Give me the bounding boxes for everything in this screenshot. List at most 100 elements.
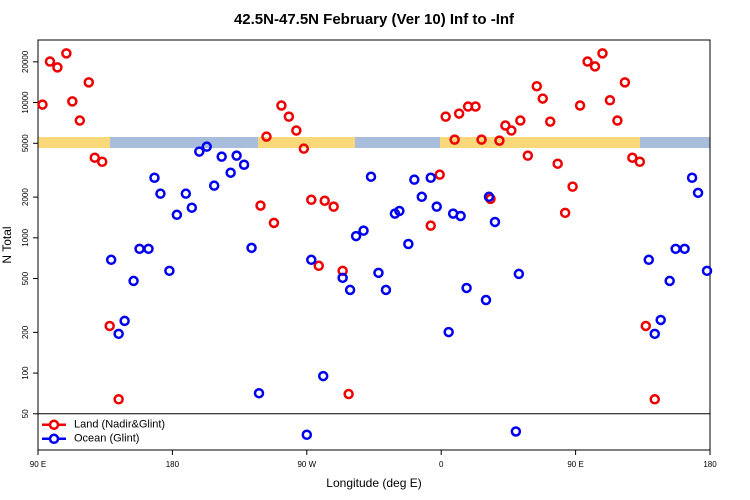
point — [380, 284, 392, 296]
point — [510, 426, 522, 437]
legend-marker — [48, 419, 60, 431]
point — [164, 265, 175, 277]
point — [180, 188, 192, 199]
plot-frame — [37, 39, 711, 451]
y-tick-label: 100 — [21, 366, 30, 380]
point — [291, 125, 302, 136]
point — [416, 191, 428, 203]
point — [119, 315, 130, 327]
point — [306, 254, 317, 266]
land-band — [440, 137, 640, 148]
y-tick-label: 500 — [21, 271, 30, 285]
point — [500, 120, 511, 131]
point — [531, 80, 543, 92]
point — [515, 115, 526, 126]
point — [246, 242, 257, 254]
point — [461, 282, 472, 294]
point — [231, 150, 242, 161]
point — [337, 272, 348, 284]
point — [343, 388, 354, 400]
point — [649, 328, 660, 340]
point — [350, 230, 362, 242]
point — [664, 275, 675, 287]
x-tick-label: 90 W — [297, 460, 316, 469]
x-tick-label: 90 E — [567, 460, 583, 469]
point — [373, 267, 384, 279]
point — [83, 77, 95, 88]
point — [567, 181, 578, 192]
point — [434, 169, 445, 180]
point — [44, 56, 56, 67]
point — [476, 134, 487, 145]
point — [537, 93, 548, 104]
point — [74, 115, 86, 126]
point — [494, 135, 505, 146]
y-tick-label: 1000 — [21, 228, 30, 246]
point — [365, 171, 377, 182]
point — [276, 100, 287, 111]
point — [643, 254, 655, 266]
point — [186, 202, 198, 213]
point — [319, 195, 330, 206]
point — [619, 77, 631, 88]
point — [612, 115, 623, 126]
point — [597, 48, 608, 59]
point — [489, 216, 501, 228]
point — [113, 328, 124, 340]
point — [298, 143, 310, 154]
point — [440, 111, 451, 122]
point — [403, 238, 414, 250]
point — [634, 156, 646, 168]
point — [443, 326, 454, 338]
land-band — [258, 137, 355, 148]
point — [113, 394, 124, 405]
point — [268, 217, 280, 229]
point — [544, 116, 556, 127]
y-axis-label: N Total — [0, 226, 14, 263]
point — [358, 225, 369, 236]
point — [506, 125, 517, 136]
point — [701, 265, 713, 277]
point — [455, 210, 466, 222]
legend-label: Land (Nadir&Glint) — [74, 419, 165, 431]
point — [194, 146, 205, 157]
point — [317, 370, 329, 382]
y-tick-label: 10000 — [21, 91, 30, 114]
point — [480, 294, 492, 306]
point — [425, 220, 436, 231]
point — [589, 61, 601, 72]
point — [409, 174, 420, 185]
point — [134, 243, 145, 255]
point — [96, 156, 108, 168]
series — [37, 48, 660, 405]
x-tick-label: 90 E — [30, 460, 46, 469]
point — [253, 387, 265, 399]
point — [692, 187, 704, 199]
point — [143, 243, 154, 255]
point — [261, 131, 272, 142]
point — [453, 108, 465, 119]
series — [105, 141, 713, 441]
point — [425, 172, 436, 183]
legend-marker — [48, 433, 60, 445]
point — [679, 243, 690, 255]
point — [449, 134, 460, 145]
point — [255, 200, 266, 211]
point — [37, 99, 48, 110]
ocean-band — [355, 137, 440, 148]
point — [301, 429, 313, 441]
point — [104, 320, 115, 332]
x-tick-label: 180 — [166, 460, 180, 469]
point — [394, 205, 405, 217]
point — [582, 56, 593, 67]
point — [313, 260, 324, 272]
point — [574, 100, 586, 111]
y-tick-label: 20000 — [21, 50, 30, 73]
ocean-band — [110, 137, 258, 148]
point — [649, 394, 660, 405]
point — [225, 167, 236, 178]
point — [627, 152, 638, 163]
y-tick-label: 200 — [21, 325, 30, 339]
point — [640, 320, 652, 332]
